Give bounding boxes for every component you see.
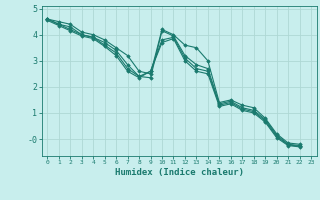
X-axis label: Humidex (Indice chaleur): Humidex (Indice chaleur) — [115, 168, 244, 177]
